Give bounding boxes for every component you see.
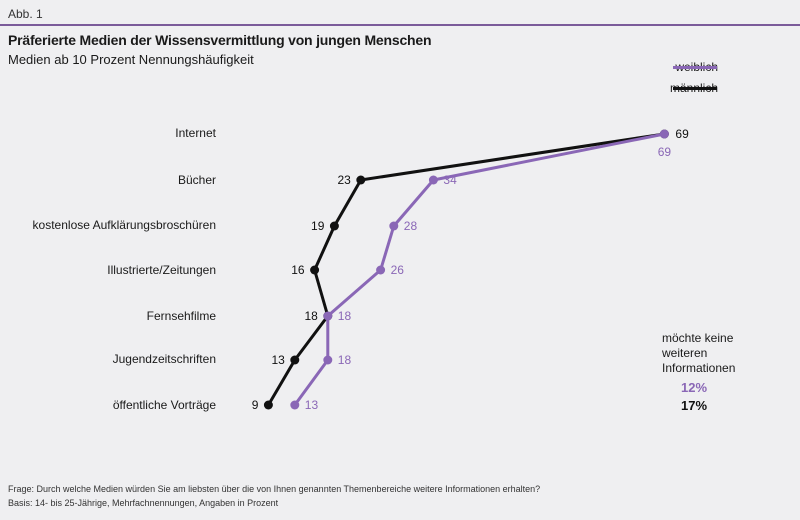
data-label-männlich: 9 [252,398,259,412]
data-point-männlich [310,265,320,275]
category-label: Internet [175,126,216,140]
category-label: Fernsehfilme [146,309,216,323]
data-label-weiblich: 69 [658,145,672,159]
data-label-männlich: 19 [311,219,325,233]
data-point-männlich [263,400,273,410]
data-point-männlich [290,355,300,365]
chart-title: Präferierte Medien der Wissensvermittlun… [8,32,432,48]
figure-label: Abb. 1 [8,7,43,21]
category-label: Jugendzeitschriften [112,352,216,366]
data-label-weiblich: 18 [338,353,352,367]
data-label-weiblich: 34 [443,173,457,187]
data-label-männlich: 13 [271,353,285,367]
data-point-weiblich [389,221,399,231]
no-more-info-weiblich-value: 12% [681,380,708,395]
data-label-männlich: 18 [304,309,318,323]
data-point-weiblich [323,311,333,321]
chart-subtitle: Medien ab 10 Prozent Nennungshäufigkeit [8,52,254,67]
data-label-männlich: 23 [337,173,351,187]
footnote-question: Frage: Durch welche Medien würden Sie am… [8,484,541,494]
data-point-männlich [329,221,339,231]
data-label-männlich: 69 [675,127,689,141]
data-point-weiblich [290,400,300,410]
data-point-männlich [356,175,366,185]
no-more-info-maennlich-value: 17% [681,398,708,413]
footnote-basis: Basis: 14- bis 25-Jährige, Mehrfachnennu… [8,498,279,508]
data-label-weiblich: 28 [404,219,418,233]
legend-line-weiblich [673,66,717,69]
data-label-weiblich: 13 [305,398,319,412]
data-label-weiblich: 26 [391,263,405,277]
legend-line-maennlich [673,87,717,90]
category-label: Bücher [177,173,216,187]
data-point-weiblich [323,355,333,365]
top-divider [0,24,800,26]
no-more-info-note: möchte keine weiteren Informationen [662,331,736,375]
category-label: Illustrierte/Zeitungen [107,263,216,277]
data-point-weiblich [428,175,438,185]
category-label: öffentliche Vorträge [112,398,216,412]
data-label-männlich: 16 [291,263,305,277]
category-label: kostenlose Aufklärungsbroschüren [32,218,216,232]
data-point-weiblich [659,129,669,139]
data-label-weiblich: 18 [338,309,352,323]
data-point-weiblich [376,265,386,275]
